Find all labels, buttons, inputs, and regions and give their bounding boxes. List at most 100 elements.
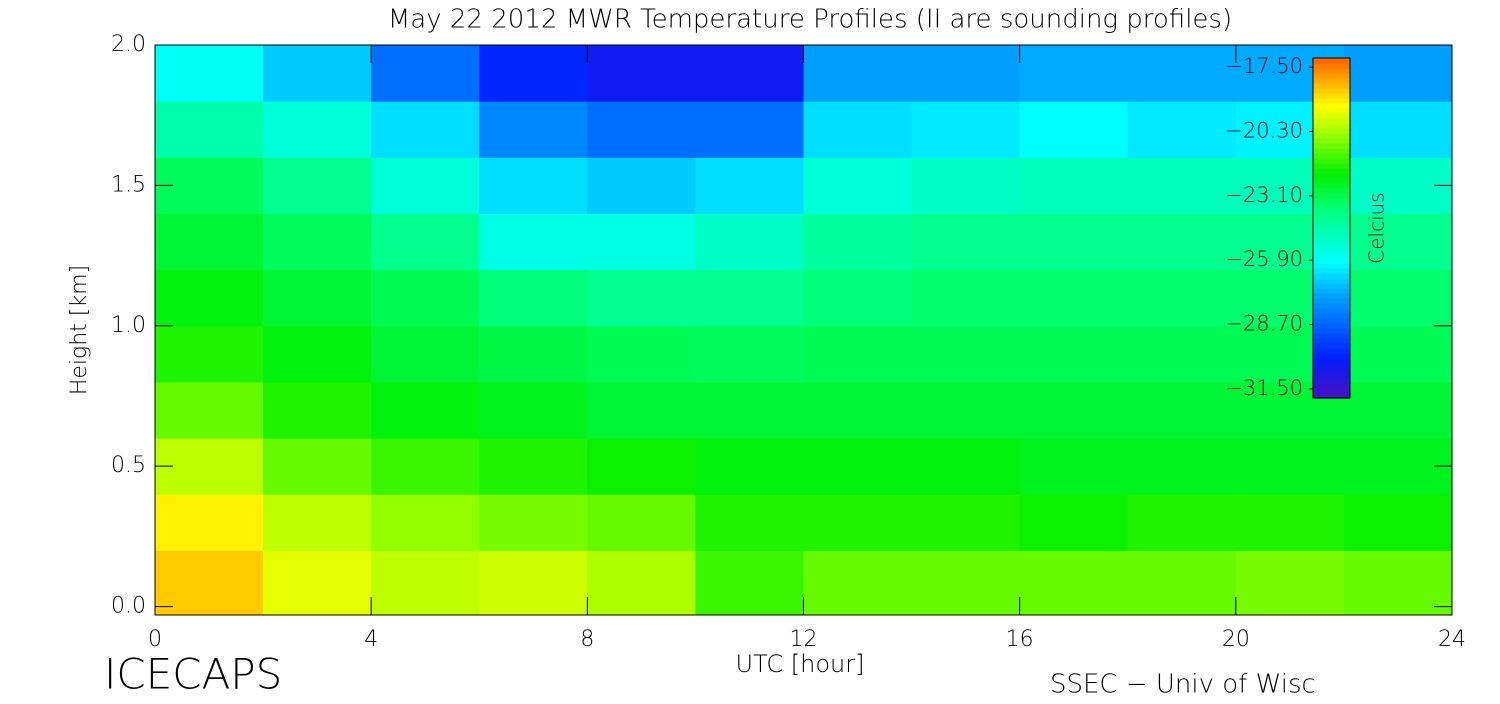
- colorbar-segment: [1313, 153, 1350, 159]
- heat-cell: [803, 269, 913, 327]
- heat-cell: [1019, 157, 1129, 214]
- colorbar-segment: [1313, 383, 1350, 389]
- heat-cell: [911, 269, 1021, 327]
- heat-cell: [155, 550, 264, 615]
- heat-cell: [695, 101, 804, 158]
- heat-cell: [1127, 213, 1237, 271]
- heat-cell: [155, 269, 264, 327]
- heat-cell: [1343, 101, 1452, 158]
- heat-cell: [1019, 213, 1129, 271]
- colorbar-segment: [1313, 283, 1350, 289]
- heat-cell: [371, 157, 480, 214]
- heat-cell: [1019, 101, 1129, 158]
- heat-cell: [155, 157, 264, 214]
- heat-cell: [479, 213, 588, 271]
- heat-cell: [1127, 438, 1237, 495]
- heat-cell: [479, 381, 588, 439]
- heat-cell: [1019, 269, 1129, 327]
- heat-cell: [1019, 45, 1129, 102]
- heat-cell: [911, 213, 1021, 271]
- heat-cell: [587, 381, 696, 439]
- colorbar-segment: [1313, 138, 1350, 144]
- x-tick-label: 24: [1438, 627, 1466, 652]
- heat-cell: [479, 325, 588, 383]
- x-tick-label: 12: [790, 627, 818, 652]
- colorbar-tick-label: −31.50: [1225, 376, 1303, 400]
- colorbar-segment: [1313, 253, 1350, 259]
- colorbar-segment: [1313, 128, 1350, 134]
- colorbar-segment: [1313, 258, 1350, 264]
- heat-cell: [1127, 494, 1237, 551]
- colorbar-segment: [1313, 388, 1350, 394]
- heat-cell: [587, 213, 696, 271]
- colorbar-segment: [1313, 118, 1350, 124]
- heat-cell: [587, 45, 696, 102]
- colorbar-tick-label: −25.90: [1225, 247, 1303, 271]
- heat-cell: [1343, 381, 1452, 439]
- heat-cell: [1127, 101, 1237, 158]
- colorbar-tick-label: −20.30: [1225, 119, 1303, 143]
- heat-cell: [587, 269, 696, 327]
- chart-title: May 22 2012 MWR Temperature Profiles (II…: [388, 5, 1232, 35]
- colorbar-segment: [1313, 278, 1350, 284]
- heat-cell: [263, 157, 372, 214]
- colorbar-segment: [1313, 263, 1350, 269]
- logo-text: ICECAPS: [104, 650, 282, 699]
- heat-cell: [1235, 494, 1345, 551]
- colorbar-segment: [1313, 168, 1350, 174]
- heat-cell: [695, 213, 804, 271]
- heat-cell: [371, 269, 480, 327]
- colorbar-segment: [1313, 203, 1350, 209]
- heat-cell: [263, 325, 372, 383]
- x-tick-label: 16: [1006, 627, 1034, 652]
- heat-cell: [803, 325, 913, 383]
- heat-cell: [263, 381, 372, 439]
- colorbar-segment: [1313, 93, 1350, 99]
- y-tick-label: 0.5: [111, 453, 146, 478]
- heat-cell: [155, 45, 264, 102]
- y-axis-label: Height [km]: [67, 265, 92, 395]
- heat-cell: [695, 45, 804, 102]
- heat-cell: [479, 269, 588, 327]
- x-axis-label: UTC [hour]: [736, 650, 865, 678]
- colorbar-segment: [1313, 183, 1350, 189]
- heat-cell: [155, 213, 264, 271]
- heat-cell: [1019, 325, 1129, 383]
- colorbar-segment: [1313, 143, 1350, 149]
- heat-cell: [1343, 494, 1452, 551]
- colorbar-segment: [1313, 63, 1350, 69]
- colorbar-segment: [1313, 288, 1350, 294]
- heat-cell: [155, 101, 264, 158]
- heat-cell: [803, 101, 913, 158]
- colorbar-segment: [1313, 338, 1350, 344]
- colorbar-segment: [1313, 353, 1350, 359]
- heat-cell: [371, 381, 480, 439]
- heat-cell: [479, 157, 588, 214]
- colorbar-tick-label: −23.10: [1225, 183, 1303, 207]
- heat-cell: [803, 550, 913, 615]
- colorbar-segment: [1313, 103, 1350, 109]
- colorbar-segment: [1313, 328, 1350, 334]
- heat-cell: [479, 45, 588, 102]
- heat-cell: [1127, 45, 1237, 102]
- heat-cell: [1235, 550, 1345, 615]
- colorbar-segment: [1313, 198, 1350, 204]
- heat-cell: [803, 213, 913, 271]
- colorbar-segment: [1313, 108, 1350, 114]
- colorbar-segment: [1313, 163, 1350, 169]
- heat-cell: [587, 438, 696, 495]
- colorbar-segment: [1313, 123, 1350, 129]
- colorbar-label: Celcius: [1365, 192, 1389, 263]
- heat-cell: [1343, 213, 1452, 271]
- heat-cell: [587, 157, 696, 214]
- heat-cell: [695, 381, 804, 439]
- colorbar-segment: [1313, 148, 1350, 154]
- heat-cell: [263, 438, 372, 495]
- colorbar-frame: [1312, 57, 1351, 399]
- heat-cell: [263, 269, 372, 327]
- colorbar-segment: [1313, 273, 1350, 279]
- colorbar-segment: [1313, 348, 1350, 354]
- credit-text: SSEC − Univ of Wisc: [1050, 670, 1316, 700]
- colorbar-segment: [1313, 218, 1350, 224]
